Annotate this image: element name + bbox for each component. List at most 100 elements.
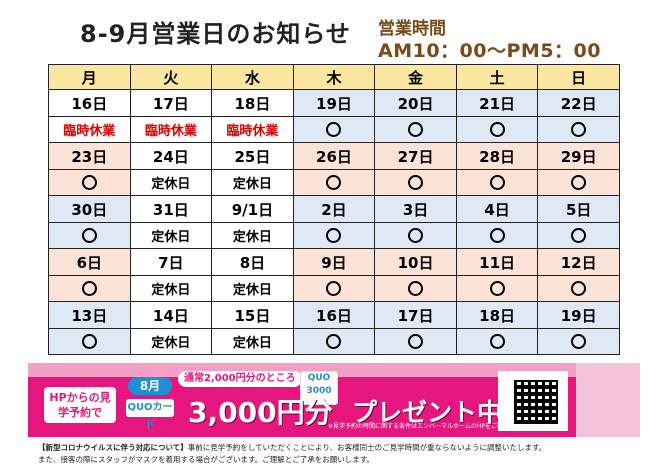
weekday-header-row: 月火水木金土日 — [48, 64, 620, 90]
weekday-header: 火 — [129, 64, 213, 90]
open-circle-icon — [489, 122, 505, 137]
promo-banner[interactable]: HPからの見学予約で 8月 通常2,000円分のところ QUOカード QUO 3… — [28, 363, 640, 437]
open-circle-icon — [489, 175, 505, 190]
quo-card-image: QUO 3000 — [300, 371, 338, 405]
temporary-closure-cell: 臨時休業 — [129, 116, 213, 143]
weekday-header: 日 — [537, 64, 620, 90]
status-label: 臨時休業 — [63, 124, 116, 139]
open-circle-icon — [489, 281, 505, 296]
status-label: 臨時休業 — [144, 124, 197, 139]
open-status-cell — [455, 222, 539, 249]
regular-holiday-cell: 定休日 — [211, 222, 294, 249]
open-circle-icon — [408, 281, 424, 296]
status-label: 定休日 — [232, 336, 272, 351]
date-cell: 8日 — [211, 248, 294, 276]
business-hours-label: 営業時間 — [378, 19, 446, 39]
page-title: 8-9月営業日のお知らせ — [80, 20, 351, 48]
banner-decoration — [576, 363, 640, 437]
status-label: 定休日 — [232, 230, 272, 245]
date-cell: 29日 — [537, 142, 620, 170]
open-status-cell — [537, 116, 620, 143]
date-cell: 18日 — [455, 301, 539, 329]
date-cell: 12日 — [537, 248, 620, 276]
open-circle-icon — [81, 281, 97, 296]
business-hours-value: AM10：00〜PM5：00 — [378, 40, 601, 62]
date-cell: 22日 — [537, 89, 620, 117]
date-row: 16日 17日 18日 19日 20日 21日 22日 — [48, 89, 620, 117]
status-row: 定休日 定休日 — [48, 275, 620, 302]
open-status-cell — [537, 222, 620, 249]
open-circle-icon — [571, 281, 587, 296]
date-cell: 24日 — [129, 142, 213, 170]
open-circle-icon — [571, 228, 587, 243]
date-cell: 2日 — [292, 195, 376, 223]
open-status-cell — [292, 222, 376, 249]
banner-present-text: プレゼント中! — [352, 398, 514, 427]
open-circle-icon — [81, 228, 97, 243]
date-row: 13日 14日 15日 16日 17日 18日 19日 — [48, 301, 620, 329]
open-circle-icon — [326, 228, 342, 243]
open-status-cell — [374, 275, 457, 302]
date-cell: 19日 — [537, 301, 620, 329]
open-status-cell — [537, 328, 620, 355]
open-circle-icon — [571, 122, 587, 137]
open-status-cell — [374, 169, 457, 196]
open-circle-icon — [81, 334, 97, 349]
covid-notice: 【新型コロナウイルスに伴う対応について】事前に見学予約をしていただくことにより、… — [38, 442, 648, 466]
date-cell: 25日 — [211, 142, 294, 170]
date-cell: 3日 — [374, 195, 457, 223]
status-label: 定休日 — [151, 283, 191, 298]
date-cell: 18日 — [211, 89, 294, 117]
open-status-cell — [455, 275, 539, 302]
open-status-cell — [48, 222, 131, 249]
date-cell: 21日 — [455, 89, 539, 117]
temporary-closure-cell: 臨時休業 — [48, 116, 131, 143]
status-label: 定休日 — [151, 230, 191, 245]
weekday-header: 木 — [292, 64, 376, 90]
banner-month-badge: 8月 — [128, 377, 172, 395]
weekday-header: 水 — [211, 64, 294, 90]
date-cell: 20日 — [374, 89, 457, 117]
open-circle-icon — [326, 175, 342, 190]
quo-card-label: QUOカード — [126, 399, 174, 431]
banner-fine-print: ※見学予約の時間に関する条件はエンバーマルホームのHPをご確認ください。 — [328, 423, 539, 430]
open-circle-icon — [408, 334, 424, 349]
date-cell: 7日 — [129, 248, 213, 276]
date-cell: 15日 — [211, 301, 294, 329]
weekday-header: 金 — [374, 64, 457, 90]
date-cell: 16日 — [48, 89, 131, 117]
open-status-cell — [455, 328, 539, 355]
date-cell: 10日 — [374, 248, 457, 276]
covid-notice-line1: 事前に見学予約をしていただくことにより、お客様同士のご見学時間が重ならないように… — [187, 443, 547, 452]
status-label: 臨時休業 — [226, 124, 279, 139]
open-status-cell — [292, 116, 376, 143]
open-status-cell — [48, 275, 131, 302]
date-row: 23日 24日 25日 26日 27日 28日 29日 — [48, 142, 620, 170]
status-label: 定休日 — [232, 283, 272, 298]
weekday-header: 土 — [455, 64, 539, 90]
date-cell: 9日 — [292, 248, 376, 276]
date-cell: 6日 — [48, 248, 131, 276]
open-status-cell — [292, 328, 376, 355]
date-cell: 14日 — [129, 301, 213, 329]
status-label: 定休日 — [151, 336, 191, 351]
status-row: 定休日 定休日 — [48, 169, 620, 196]
open-status-cell — [374, 328, 457, 355]
date-cell: 28日 — [455, 142, 539, 170]
regular-holiday-cell: 定休日 — [129, 328, 213, 355]
date-cell: 17日 — [129, 89, 213, 117]
date-cell: 5日 — [537, 195, 620, 223]
date-cell: 27日 — [374, 142, 457, 170]
open-status-cell — [455, 116, 539, 143]
covid-notice-line2: また、接客の際にスタッフがマスクを着用する場合がございます。ご理解とご了承をお願… — [38, 455, 374, 464]
weekday-header: 月 — [48, 64, 131, 90]
status-row: 定休日 定休日 — [48, 222, 620, 249]
date-cell: 17日 — [374, 301, 457, 329]
qr-code-icon[interactable] — [511, 377, 561, 427]
open-circle-icon — [408, 228, 424, 243]
regular-holiday-cell: 定休日 — [211, 169, 294, 196]
date-cell: 13日 — [48, 301, 131, 329]
status-label: 定休日 — [232, 177, 272, 192]
regular-holiday-cell: 定休日 — [129, 275, 213, 302]
banner-usual-price-note: 通常2,000円分のところ — [178, 371, 302, 387]
